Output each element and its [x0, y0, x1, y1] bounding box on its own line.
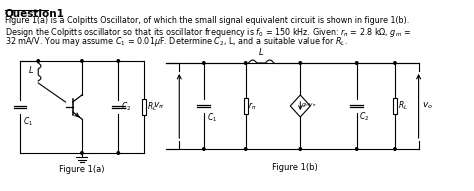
Text: L: L	[29, 66, 34, 74]
Circle shape	[203, 62, 205, 64]
Text: Figure 1(b): Figure 1(b)	[272, 163, 317, 172]
FancyBboxPatch shape	[244, 98, 247, 114]
Text: $v_o$: $v_o$	[422, 101, 433, 111]
Text: $R_L$: $R_L$	[147, 101, 157, 113]
FancyBboxPatch shape	[142, 99, 146, 115]
Text: Question1: Question1	[5, 8, 64, 18]
Circle shape	[299, 62, 301, 64]
Text: L: L	[259, 48, 264, 57]
Text: $C_1$: $C_1$	[23, 115, 33, 128]
Circle shape	[394, 62, 396, 64]
Circle shape	[117, 60, 119, 62]
Text: $R_L$: $R_L$	[398, 100, 408, 112]
Text: $C_1$: $C_1$	[207, 111, 217, 124]
Circle shape	[394, 148, 396, 150]
Text: Figure 1(a): Figure 1(a)	[59, 165, 105, 174]
Circle shape	[299, 148, 301, 150]
Circle shape	[81, 152, 83, 154]
Circle shape	[356, 148, 358, 150]
Circle shape	[37, 60, 39, 62]
FancyBboxPatch shape	[393, 98, 397, 114]
Text: Figure 1(a) is a Colpitts Oscillator, of which the small signal equivalent circu: Figure 1(a) is a Colpitts Oscillator, of…	[5, 16, 409, 25]
Circle shape	[203, 148, 205, 150]
Circle shape	[245, 62, 247, 64]
Text: $C_2$: $C_2$	[359, 110, 370, 122]
Text: $r_\pi$: $r_\pi$	[248, 100, 257, 112]
Text: 32 mA/V. You may assume $C_1$ = 0.01$\mu$F. Determine $C_2$, L, and a suitable v: 32 mA/V. You may assume $C_1$ = 0.01$\mu…	[5, 35, 347, 48]
Circle shape	[81, 60, 83, 62]
Text: $v_\pi$: $v_\pi$	[153, 101, 164, 111]
Circle shape	[356, 62, 358, 64]
Circle shape	[117, 152, 119, 154]
Circle shape	[245, 148, 247, 150]
Text: $C_2$: $C_2$	[121, 101, 131, 113]
Text: $g_mv_\pi$: $g_mv_\pi$	[301, 101, 317, 109]
Text: Design the Colpitts oscillator so that its oscillator frequency is $f_0$ = 150 k: Design the Colpitts oscillator so that i…	[5, 26, 410, 39]
